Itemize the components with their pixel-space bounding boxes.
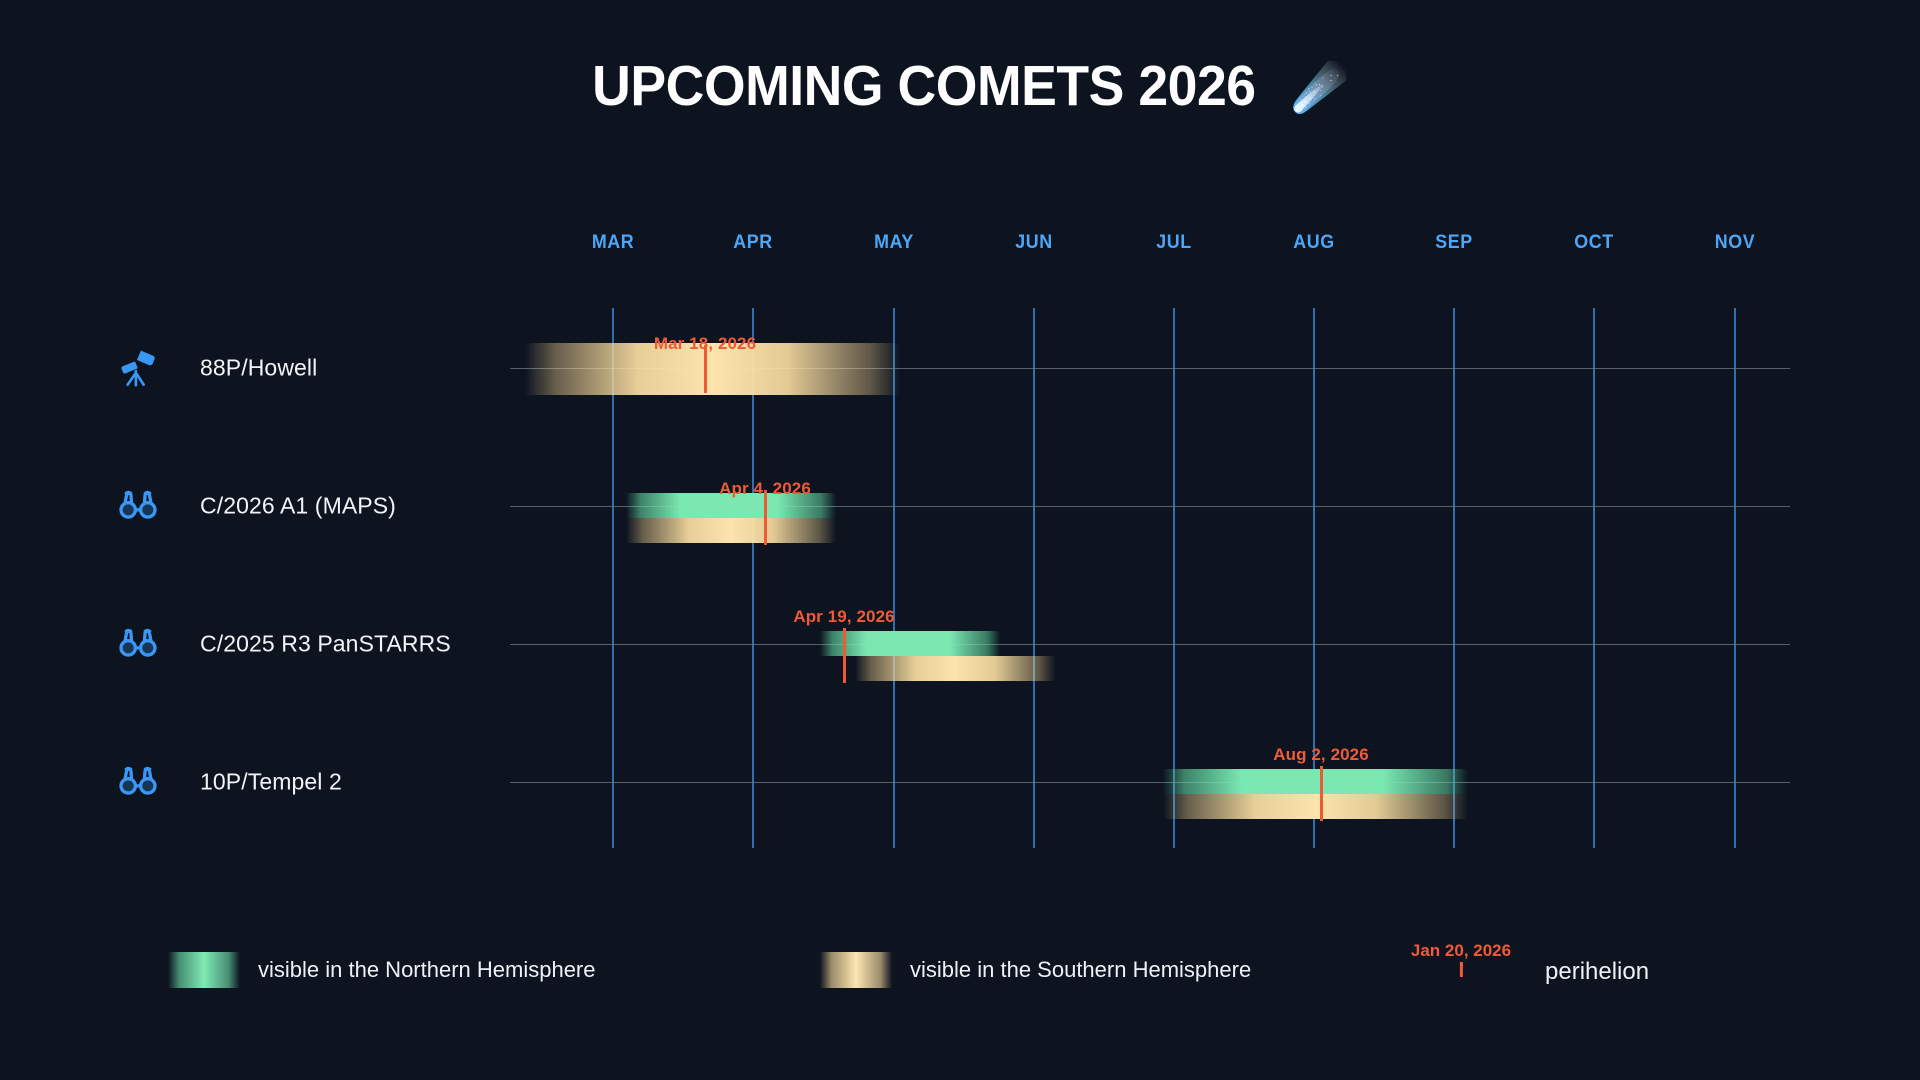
northern-hemisphere-swatch [168,952,240,988]
southern-visibility-band [626,518,836,543]
gridline-nov [1734,308,1736,848]
perihelion-date-label: Aug 2, 2026 [1273,745,1369,764]
gridline-mar [612,308,614,848]
southern-hemisphere-swatch [820,952,892,988]
gridline-oct [1593,308,1595,848]
row-baseline [510,506,1790,507]
comet-name[interactable]: C/2025 R3 PanSTARRS [200,630,451,657]
page-title-text: UPCOMING COMETS 2026 [592,54,1257,118]
month-label-mar: MAR [591,232,635,253]
perihelion-date-label: Apr 4, 2026 [719,479,811,498]
gridline-sep [1453,308,1455,848]
gridline-jul [1173,308,1175,848]
row-baseline [510,368,1790,369]
month-label-may: MAY [874,232,914,253]
southern-visibility-band [525,343,900,395]
perihelion-date-label: Mar 18, 2026 [653,334,757,353]
perihelion-marker [764,490,767,545]
northern-visibility-band [626,493,836,518]
legend-perihelion-date: Jan 20, 2026 [1410,941,1512,960]
southern-visibility-band [1163,794,1468,819]
gridline-may [893,308,895,848]
month-label-apr: APR [733,232,773,253]
comet-name[interactable]: C/2026 A1 (MAPS) [200,492,396,519]
perihelion-marker [1320,766,1323,821]
legend-label-perihelion: perihelion [1545,958,1650,985]
gridline-apr [752,308,754,848]
southern-visibility-band [855,656,1055,681]
northern-visibility-band [820,631,1000,656]
month-label-nov: NOV [1714,232,1756,253]
binoculars-icon [117,485,159,527]
perihelion-marker [704,345,707,393]
northern-visibility-band [1163,769,1468,794]
binoculars-icon [117,761,159,803]
row-baseline [510,644,1790,645]
legend-item-perihelion: Jan 20, 2026 [1411,942,1511,977]
row-baseline [510,782,1790,783]
telescope-icon [117,347,159,389]
gridline-jun [1033,308,1035,848]
binoculars-icon [117,623,159,665]
page-title: UPCOMING COMETS 2026 ☄️ [0,58,1920,115]
legend-label-southern: visible in the Southern Hemisphere [910,957,1252,982]
legend-label-northern: visible in the Northern Hemisphere [258,957,596,982]
month-label-jun: JUN [1015,232,1053,253]
perihelion-date-label: Apr 19, 2026 [793,607,895,626]
comet-emoji: ☄️ [1291,60,1349,113]
perihelion-marker [843,628,846,683]
chart-legend: visible in the Northern Hemisphere visib… [0,938,1920,1008]
month-label-sep: SEP [1435,232,1473,253]
month-label-aug: AUG [1293,232,1335,253]
gridline-aug [1313,308,1315,848]
comet-name[interactable]: 10P/Tempel 2 [200,768,342,795]
month-label-jul: JUL [1156,232,1192,253]
month-label-oct: OCT [1574,232,1614,253]
perihelion-tick-icon [1459,961,1463,977]
legend-item-southern: visible in the Southern Hemisphere [820,952,1251,988]
comet-name[interactable]: 88P/Howell [200,354,318,381]
legend-item-northern: visible in the Northern Hemisphere [168,952,596,988]
